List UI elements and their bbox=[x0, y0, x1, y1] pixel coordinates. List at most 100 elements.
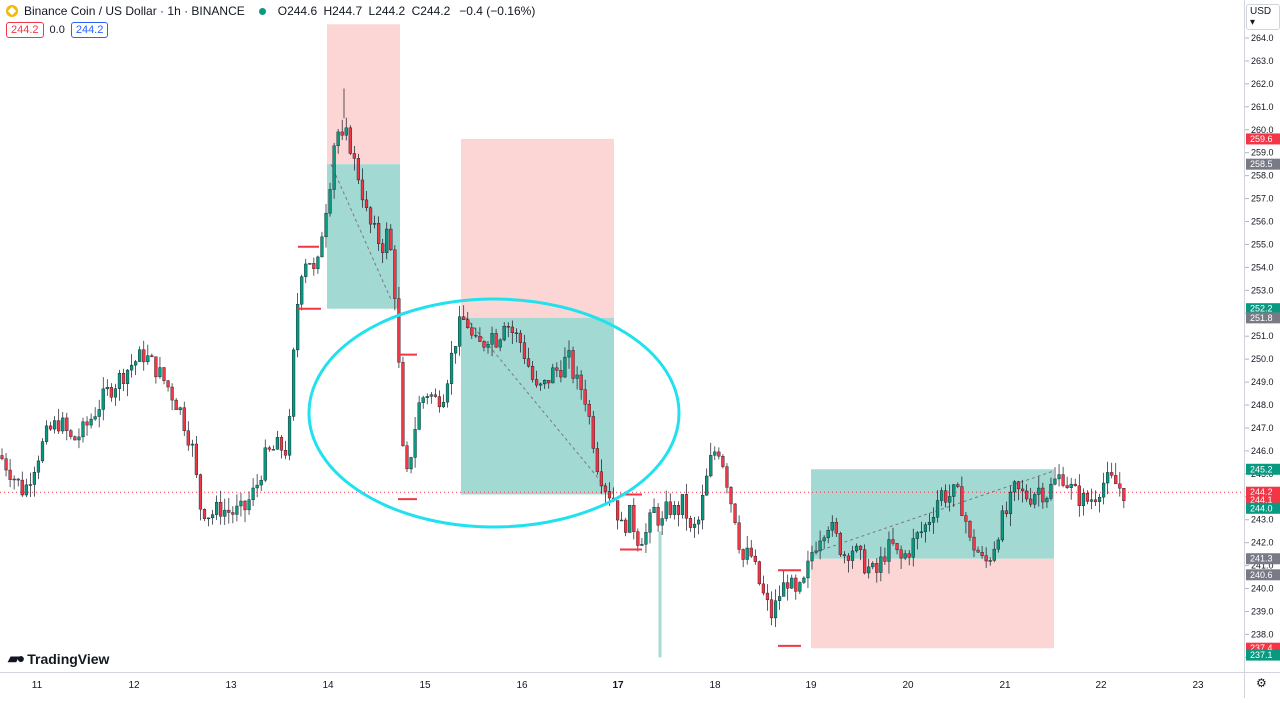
price-tick-label: 242.0 bbox=[1251, 538, 1274, 548]
candle-body bbox=[660, 518, 664, 526]
candle-body bbox=[494, 333, 498, 348]
candle-body bbox=[940, 490, 944, 501]
candle-body bbox=[559, 370, 563, 378]
price-badge-label: 237.1 bbox=[1250, 650, 1273, 660]
candle-body bbox=[794, 577, 798, 592]
price-tick-label: 258.0 bbox=[1251, 171, 1274, 181]
price-tick-label: 241.0 bbox=[1251, 561, 1274, 571]
candle-body bbox=[308, 263, 312, 265]
candle-body bbox=[1029, 498, 1033, 505]
price-badge-label: 244.0 bbox=[1250, 503, 1273, 513]
time-axis[interactable]: 11 12 13 14 15 16 17 18 19 20 21 22 23 bbox=[0, 672, 1244, 698]
candle-body bbox=[150, 355, 154, 357]
loss-zone bbox=[811, 558, 1054, 649]
candle-body bbox=[944, 490, 948, 503]
candle-body bbox=[802, 577, 806, 583]
candle-body bbox=[583, 389, 587, 405]
candle-body bbox=[810, 552, 814, 562]
candle-body bbox=[0, 455, 4, 459]
candle-body bbox=[154, 356, 158, 378]
candle-body bbox=[474, 334, 478, 337]
candle-body bbox=[778, 596, 782, 601]
time-tick-label: 14 bbox=[322, 680, 334, 691]
candle-body bbox=[980, 552, 984, 556]
candle-body bbox=[729, 487, 733, 505]
candle-body bbox=[328, 189, 332, 214]
price-tick-label: 259.0 bbox=[1251, 148, 1274, 158]
candle-body bbox=[1106, 472, 1110, 484]
price-badge bbox=[1246, 133, 1280, 145]
price-tick-label: 260.0 bbox=[1251, 125, 1274, 135]
candle-body bbox=[717, 451, 721, 457]
candle-body bbox=[162, 367, 166, 381]
candle-body bbox=[466, 319, 470, 329]
candle-body bbox=[340, 131, 344, 136]
trade-buttons: 244.2 0.0 244.2 bbox=[6, 22, 109, 38]
candle-body bbox=[676, 505, 680, 515]
settings-gear-icon[interactable]: ⚙ bbox=[1256, 676, 1267, 690]
candle-body bbox=[579, 374, 583, 390]
candle-body bbox=[688, 518, 693, 528]
candle-body bbox=[316, 256, 320, 269]
position-path-line bbox=[330, 163, 392, 300]
loss-zone bbox=[461, 138, 614, 318]
candle-body bbox=[506, 326, 510, 328]
candle-body bbox=[413, 429, 417, 458]
price-tick-label: 264.0 bbox=[1251, 33, 1274, 43]
candle-body bbox=[20, 479, 24, 496]
tradingview-logo: ▰● TradingView bbox=[8, 650, 109, 667]
candle-body bbox=[449, 352, 454, 384]
candle-body bbox=[887, 539, 891, 562]
price-axis[interactable]: 264.0 263.0 262.0 261.0 260.0 259.0 258.0 257.0… bbox=[1244, 0, 1280, 672]
price-badge bbox=[1246, 494, 1280, 506]
candle-body bbox=[389, 228, 393, 251]
candle-body bbox=[599, 471, 603, 487]
price-badge bbox=[1246, 463, 1280, 475]
candle-body bbox=[620, 519, 624, 522]
candle-body bbox=[530, 366, 535, 380]
price-tick-label: 261.0 bbox=[1251, 102, 1274, 112]
candle-body bbox=[462, 316, 466, 320]
open-value: O244.6 bbox=[277, 4, 318, 18]
candle-body bbox=[526, 358, 531, 367]
candle-body bbox=[24, 484, 28, 496]
candle-body bbox=[409, 457, 413, 470]
candle-body bbox=[915, 532, 919, 539]
candle-body bbox=[134, 361, 138, 366]
candle-body bbox=[206, 517, 211, 520]
candle-body bbox=[867, 566, 871, 574]
candle-body bbox=[535, 379, 539, 386]
symbol-title: Binance Coin / US Dollar · 1h · BINANCE bbox=[24, 4, 245, 18]
candle-body bbox=[648, 512, 652, 533]
candle-body bbox=[911, 538, 915, 558]
candle-body bbox=[320, 236, 324, 258]
currency-selector[interactable]: USD ▾ bbox=[1246, 4, 1280, 30]
price-badge bbox=[1246, 158, 1280, 170]
candle-body bbox=[668, 501, 672, 515]
candle-body bbox=[891, 539, 895, 544]
candle-body bbox=[684, 494, 689, 519]
price-badge-label: 240.6 bbox=[1250, 570, 1273, 580]
candle-body bbox=[822, 537, 826, 542]
candle-body bbox=[1004, 510, 1008, 515]
candle-body bbox=[397, 298, 401, 363]
candle-body bbox=[109, 387, 113, 398]
buy-button[interactable]: 244.2 bbox=[70, 22, 109, 38]
time-tick-label: 23 bbox=[1192, 680, 1204, 691]
candle-body bbox=[498, 339, 502, 348]
candle-body bbox=[988, 560, 992, 562]
candle-body bbox=[1041, 487, 1045, 503]
candle-body bbox=[16, 478, 20, 481]
candle-body bbox=[190, 443, 194, 446]
candle-body bbox=[502, 326, 506, 341]
price-tick-label: 247.0 bbox=[1251, 423, 1274, 433]
sell-button[interactable]: 244.2 bbox=[6, 22, 44, 38]
chart-area[interactable] bbox=[0, 0, 1244, 672]
time-tick-label: 20 bbox=[902, 680, 914, 691]
time-tick-label: 22 bbox=[1095, 680, 1107, 691]
market-status-icon bbox=[258, 7, 266, 15]
price-chart[interactable] bbox=[0, 0, 1244, 672]
candle-body bbox=[984, 555, 988, 562]
price-badge bbox=[1246, 642, 1280, 654]
price-tick-label: 250.0 bbox=[1251, 354, 1274, 364]
